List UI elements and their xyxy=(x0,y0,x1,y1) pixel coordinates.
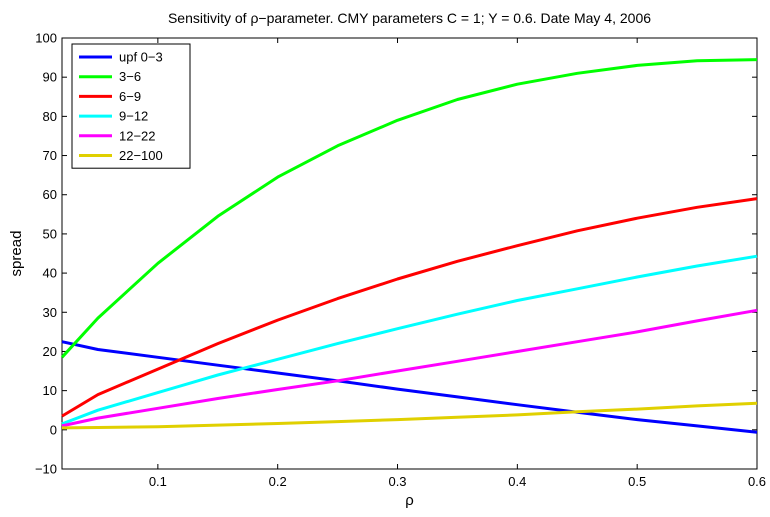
legend-box xyxy=(71,43,191,169)
legend-label-1: 3−6 xyxy=(119,69,141,84)
y-tick-label: 10 xyxy=(43,383,57,398)
y-tick-label: 70 xyxy=(43,148,57,163)
x-axis-label: ρ xyxy=(405,492,414,509)
y-tick-label: 0 xyxy=(50,422,57,437)
y-tick-label: 50 xyxy=(43,226,57,241)
legend-label-3: 9−12 xyxy=(119,109,148,124)
legend-label-0: upf 0−3 xyxy=(119,50,163,65)
series-line-1 xyxy=(60,58,758,359)
y-axis-label: spread xyxy=(8,231,25,277)
chart-title: Sensitivity of ρ−parameter. CMY paramete… xyxy=(168,10,651,26)
series-line-3 xyxy=(61,254,758,426)
x-tick-label: 0.4 xyxy=(508,474,526,489)
series-line-0 xyxy=(61,340,758,434)
x-tick-label: 0.2 xyxy=(269,474,287,489)
y-tick-label: 100 xyxy=(35,31,57,46)
series-line-2 xyxy=(61,197,758,418)
y-tick-label: 30 xyxy=(43,305,57,320)
y-tick-label: 80 xyxy=(43,109,57,124)
legend-label-5: 22−100 xyxy=(119,148,163,163)
y-tick-label: 20 xyxy=(43,344,57,359)
legend-label-2: 6−9 xyxy=(119,89,141,104)
y-tick-label: 60 xyxy=(43,187,57,202)
x-tick-label: 0.3 xyxy=(388,474,406,489)
y-tick-label: 90 xyxy=(43,70,57,85)
series-line-4 xyxy=(61,308,758,428)
legend-label-4: 12−22 xyxy=(119,128,156,143)
x-tick-label: 0.5 xyxy=(628,474,646,489)
y-tick-label: 40 xyxy=(43,266,57,281)
y-tick-label: −10 xyxy=(35,462,57,477)
x-tick-label: 0.1 xyxy=(149,474,167,489)
x-tick-label: 0.6 xyxy=(748,474,766,489)
series-line-5 xyxy=(61,401,758,430)
legend: upf 0−3 3−6 6−9 9−12 12−22 22−100 xyxy=(71,43,191,169)
